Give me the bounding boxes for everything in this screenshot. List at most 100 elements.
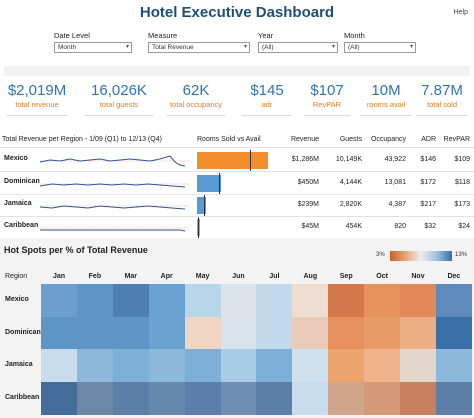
revenue-sparkline[interactable]	[39, 175, 192, 191]
heatmap-cell[interactable]	[220, 349, 257, 382]
filter-year[interactable]: Year (All) ▾	[258, 31, 338, 53]
revenue-sparkline[interactable]	[40, 219, 192, 235]
heatmap-cell[interactable]	[148, 349, 186, 382]
heatmap-cell[interactable]	[41, 284, 78, 317]
occupancy-header: Occupancy	[370, 136, 406, 143]
heatmap-cell[interactable]	[41, 316, 78, 350]
filter-month[interactable]: Month (All) ▾	[344, 31, 416, 53]
month-header: Aug	[303, 273, 318, 280]
heatmap-cell[interactable]	[292, 349, 329, 382]
chevron-down-icon: ▾	[409, 44, 413, 50]
kpi-label: total guests	[99, 100, 139, 109]
kpi-label: adr	[261, 100, 273, 109]
region-row-label[interactable]: Jamaica	[4, 200, 32, 207]
adr-header: ADR	[421, 136, 436, 143]
heatmap-cell[interactable]	[328, 284, 365, 317]
heatmap-cell[interactable]	[184, 316, 221, 350]
chevron-down-icon: ▾	[243, 44, 247, 50]
heatmap-cell[interactable]	[112, 381, 150, 415]
date-level-select[interactable]: Month ▾	[54, 42, 132, 53]
adr-value: $217	[420, 201, 436, 208]
kpi-revpar: $107 RevPAR	[304, 82, 350, 116]
heatmap-cell[interactable]	[292, 316, 329, 350]
filter-date-level[interactable]: Date Level Month ▾	[54, 31, 132, 53]
legend-min-label: 3%	[376, 252, 385, 258]
heatmap-cell[interactable]	[76, 316, 114, 350]
heatmap-cell[interactable]	[112, 284, 150, 317]
heatmap-cell[interactable]	[364, 316, 401, 350]
heatmap-cell[interactable]	[184, 284, 221, 317]
heatmap-cell[interactable]	[400, 381, 437, 415]
heatmap-cell[interactable]	[328, 316, 365, 350]
revenue-sparkline[interactable]	[39, 152, 192, 168]
heatmap-cell[interactable]	[292, 381, 329, 415]
region-row-label[interactable]: Dominican	[4, 178, 40, 185]
heatmap-cell[interactable]	[435, 316, 473, 350]
heatmap-cell[interactable]	[41, 349, 78, 382]
heatmap-cell[interactable]	[400, 316, 437, 350]
revpar-value: $173	[454, 201, 470, 208]
heatmap-cell[interactable]	[41, 381, 78, 415]
kpi-value: $107	[310, 82, 344, 99]
heatmap-cell[interactable]	[220, 381, 257, 415]
kpi-label: rooms avail	[366, 100, 406, 109]
heatmap-cell[interactable]	[256, 316, 293, 350]
heatmap-cell[interactable]	[76, 284, 114, 317]
heatmap-cell[interactable]	[184, 349, 221, 382]
kpi-value: 7.87M	[421, 82, 463, 99]
measure-select[interactable]: Total Revenue ▾	[148, 42, 250, 53]
heatmap-cell[interactable]	[220, 284, 257, 317]
rooms-sold-bar[interactable]	[197, 152, 268, 169]
revpar-value: $109	[454, 156, 470, 163]
year-select[interactable]: (All) ▾	[258, 42, 338, 53]
revenue-value: $45M	[301, 223, 319, 230]
month-header: Jul	[269, 273, 280, 280]
heatmap-cell[interactable]	[184, 381, 221, 415]
kpi-value: 10M	[371, 82, 401, 99]
heatmap-cell[interactable]	[328, 349, 365, 382]
divider	[0, 171, 474, 172]
kpi-total-revenue: $2,019M total revenue	[6, 82, 68, 116]
heatmap-cell[interactable]	[112, 349, 150, 382]
color-legend	[390, 251, 452, 261]
heatmap-cell[interactable]	[400, 349, 437, 382]
heatmap-cell[interactable]	[364, 349, 401, 382]
month-header: Nov	[411, 273, 425, 280]
heatmap-cell[interactable]	[435, 381, 473, 415]
month-header: Jan	[52, 273, 66, 280]
region-row-label[interactable]: Caribbean	[4, 222, 39, 229]
heatmap-cell[interactable]	[435, 349, 473, 382]
rooms-header: Rooms Sold vs Avail	[197, 136, 261, 143]
heatmap-cell[interactable]	[256, 381, 293, 415]
adr-value: $172	[420, 179, 436, 186]
heatmap-cell[interactable]	[400, 284, 437, 317]
region-row-label[interactable]: Mexico	[4, 155, 28, 162]
heatmap-cell[interactable]	[76, 349, 114, 382]
month-select[interactable]: (All) ▾	[344, 42, 416, 53]
heatmap-cell[interactable]	[256, 284, 293, 317]
heatmap-cell[interactable]	[148, 284, 186, 317]
kpi-label: total occupancy	[169, 100, 223, 109]
heatmap-cell[interactable]	[112, 316, 150, 350]
heatmap-cell[interactable]	[76, 381, 114, 415]
heatmap-cell[interactable]	[148, 381, 186, 415]
month-header: Feb	[88, 273, 102, 280]
kpi-label: total revenue	[15, 100, 59, 109]
rooms-sold-bar[interactable]	[197, 175, 221, 192]
heatmap-cell[interactable]	[292, 284, 329, 317]
kpi-label: total sold	[426, 100, 458, 109]
region-header: Region	[5, 273, 28, 280]
kpi-total-guests: 16,026K total guests	[84, 82, 154, 116]
heatmap-cell[interactable]	[220, 316, 257, 350]
rooms-sold-bar[interactable]	[197, 197, 206, 214]
heatmap-cell[interactable]	[364, 381, 401, 415]
legend-max-label: 13%	[455, 252, 468, 258]
heatmap-cell[interactable]	[364, 284, 401, 317]
help-link[interactable]: Help	[453, 9, 468, 16]
heatmap-cell[interactable]	[435, 284, 473, 317]
revenue-sparkline[interactable]	[39, 197, 192, 213]
filter-measure[interactable]: Measure Total Revenue ▾	[148, 31, 250, 53]
heatmap-cell[interactable]	[328, 381, 365, 415]
heatmap-cell[interactable]	[148, 316, 186, 350]
heatmap-cell[interactable]	[256, 349, 293, 382]
